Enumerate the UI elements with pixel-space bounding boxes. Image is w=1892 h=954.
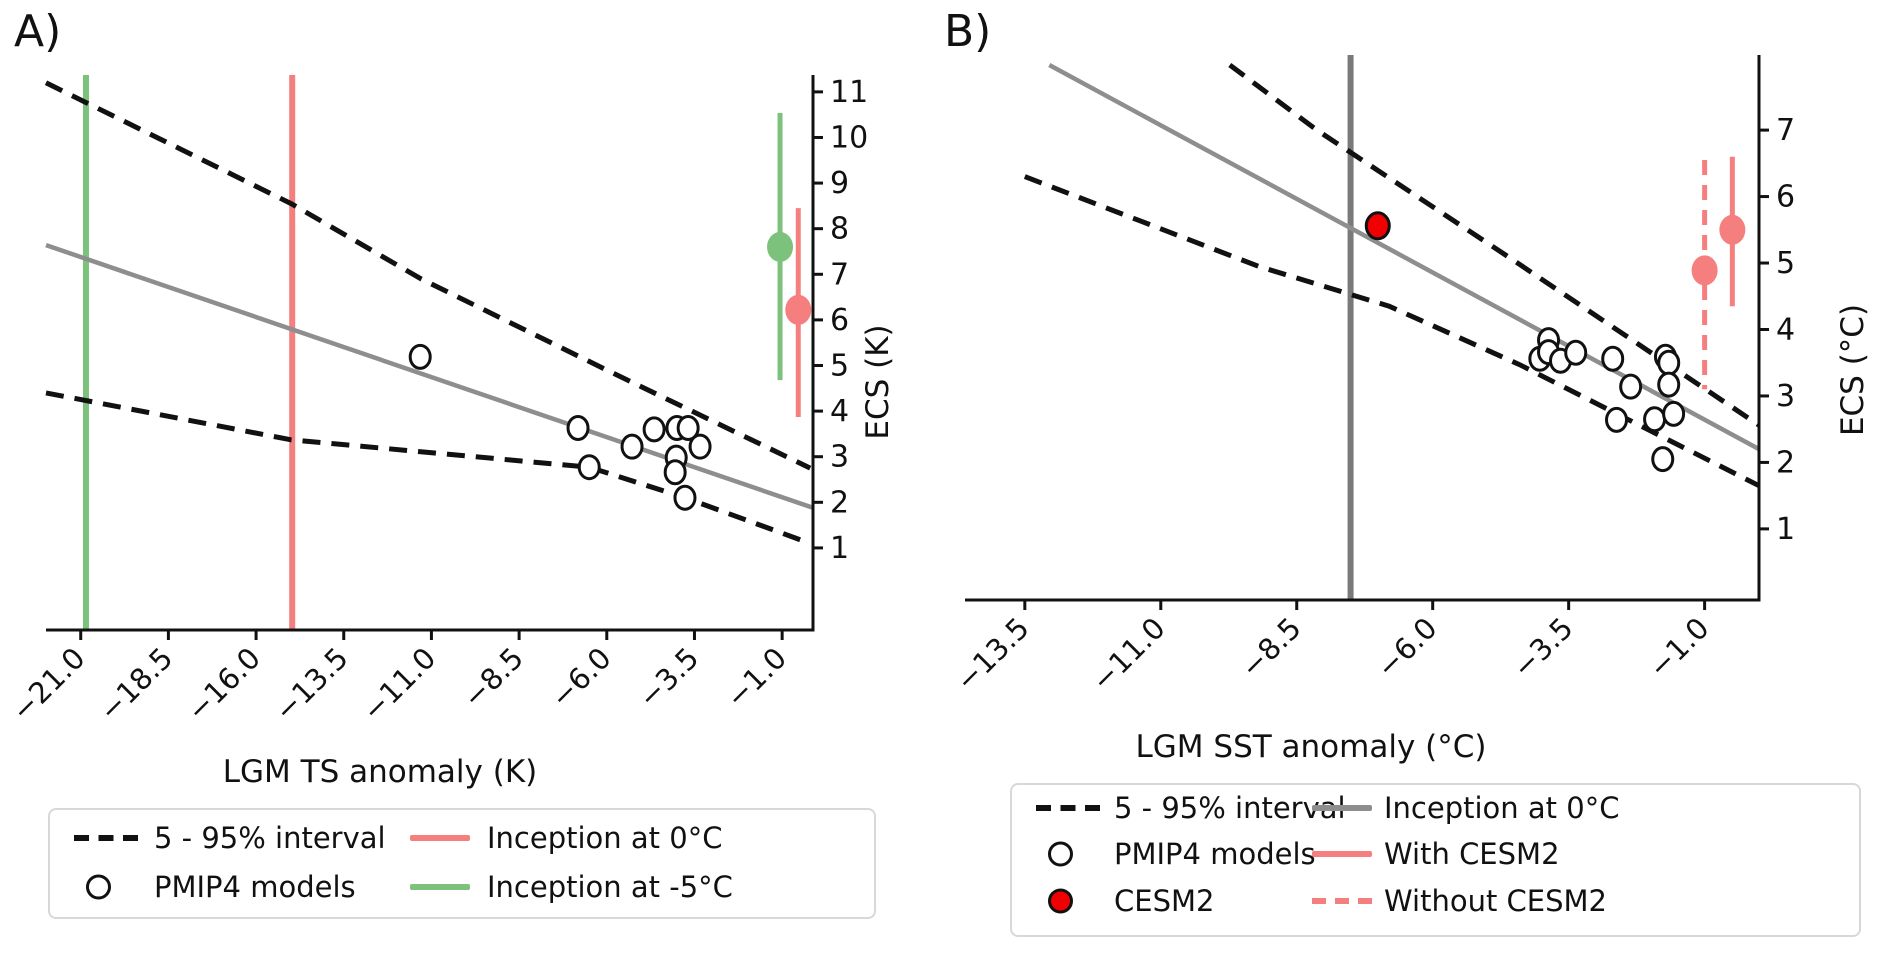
gray-line-marker [1312,805,1372,811]
y-tick-label: 6 [830,303,849,338]
panel-a-yaxis-title: ECS (K) [860,324,896,440]
legend-label: Inception at 0°C [1384,791,1620,825]
pmip4-point [1643,406,1667,433]
y-tick-label: 10 [830,120,868,155]
pmip4-point [676,414,700,441]
y-tick-label: 2 [1776,445,1795,480]
x-tick-label: −21.0 [5,641,92,728]
pmip4-point [1662,400,1686,427]
with-cesm2-errorbar-center [1719,214,1746,245]
legend-label: PMIP4 models [154,870,356,904]
legend-label: 5 - 95% interval [1114,791,1346,825]
y-tick-label: 7 [830,257,849,292]
legend-label: PMIP4 models [1114,837,1316,871]
pmip4-point [566,414,590,441]
legend-label: Inception at 0°C [487,821,723,855]
x-tick-label: −8.5 [1234,611,1308,685]
legend-label: CESM2 [1114,884,1215,918]
regression-line [1048,63,1761,452]
y-tick-label: 6 [1776,180,1795,215]
y-tick-label: 1 [1776,512,1795,547]
x-tick-label: −18.5 [92,641,179,728]
pmip4-point [620,433,644,460]
red-circle-marker [1048,888,1073,914]
y-tick-label: 3 [830,440,849,475]
pmip4-point [1657,349,1681,376]
panel-b-label: B) [944,6,992,57]
legend-label: 5 - 95% interval [154,821,386,855]
upper-interval-line [44,80,812,471]
pmip4-point [1601,345,1625,372]
x-tick-label: −1.0 [1642,611,1716,685]
y-tick-label: 3 [1776,379,1795,414]
pmip4-point [1605,406,1629,433]
y-tick-label: 1 [830,531,849,566]
legend-label: Inception at -5°C [487,870,733,904]
axis-spines [965,55,1761,602]
axis-spines [46,75,815,632]
pmip4-point [1657,371,1681,398]
pmip4-point [688,433,712,460]
x-tick-label: −11.0 [355,641,442,728]
panel-b-legend: 5 - 95% interval PMIP4 models CESM2 Incepti… [1010,783,1861,937]
pmip4-point [1619,373,1643,400]
panel-a-label: A) [14,6,62,57]
pmip4-point [408,343,432,370]
legend-label: With CESM2 [1384,837,1560,871]
pmip4-point [663,459,687,486]
salmon-dashed-line-marker [1312,898,1376,904]
panel-b: −13.5 −11.0 −8.5 −6.0 −3.5 −1.0 1 2 3 4 5 6 7 [949,55,1795,698]
pmip4-point [1564,339,1588,366]
pmip4-point [642,416,666,443]
y-tick-label: 8 [830,212,849,247]
y-tick-label: 4 [830,394,849,429]
open-circle-marker [1048,841,1073,867]
x-tick-label: −1.0 [719,641,793,715]
salmon-line-marker [1312,851,1372,857]
y-tick-label: 5 [1776,246,1795,281]
x-tick-label: −6.0 [1370,611,1444,685]
legend-label: Without CESM2 [1384,884,1608,918]
x-tick-label: −13.5 [949,611,1036,698]
y-tick-label: 7 [1776,113,1795,148]
y-tick-label: 2 [830,485,849,520]
y-tick-label: 9 [830,166,849,201]
dashed-interval-marker [1036,805,1100,811]
regression-line [45,242,814,510]
pmip4-point [1651,446,1675,473]
inception-minus5c-errorbar-center [767,231,794,262]
panel-a-legend: 5 - 95% interval PMIP4 models Inception at… [48,808,876,919]
without-cesm2-errorbar-center [1691,255,1718,286]
x-tick-label: −6.0 [544,641,618,715]
panel-b-yaxis-title: ECS (°C) [1835,303,1871,437]
panel-b-xaxis-title: LGM SST anomaly (°C) [1135,729,1487,765]
x-tick-label: −16.0 [180,641,267,728]
y-tick-label: 4 [1776,312,1795,347]
x-tick-label: −8.5 [456,641,530,715]
y-tick-label: 5 [830,348,849,383]
x-tick-label: −3.5 [1506,611,1580,685]
green-line-marker [410,884,470,890]
x-tick-label: −3.5 [632,641,706,715]
y-tick-label: 11 [830,75,868,110]
pmip4-point [673,484,697,511]
x-tick-label: −13.5 [268,641,355,728]
upper-interval-line [1228,62,1761,428]
lower-interval-line [1023,174,1761,488]
salmon-line-marker [410,835,470,841]
panel-a-xaxis-title: LGM TS anomaly (K) [222,754,538,790]
open-circle-marker [86,874,111,900]
cesm2-point [1364,211,1391,241]
panel-a: −21.0 −18.5 −16.0 −13.5 −11.0 −8.5 −6.0 −3.5 −1.… [5,75,868,728]
inception-0c-errorbar-center [785,294,812,325]
x-tick-label: −11.0 [1085,611,1172,698]
pmip4-point [577,454,601,481]
dashed-interval-marker [74,835,138,841]
